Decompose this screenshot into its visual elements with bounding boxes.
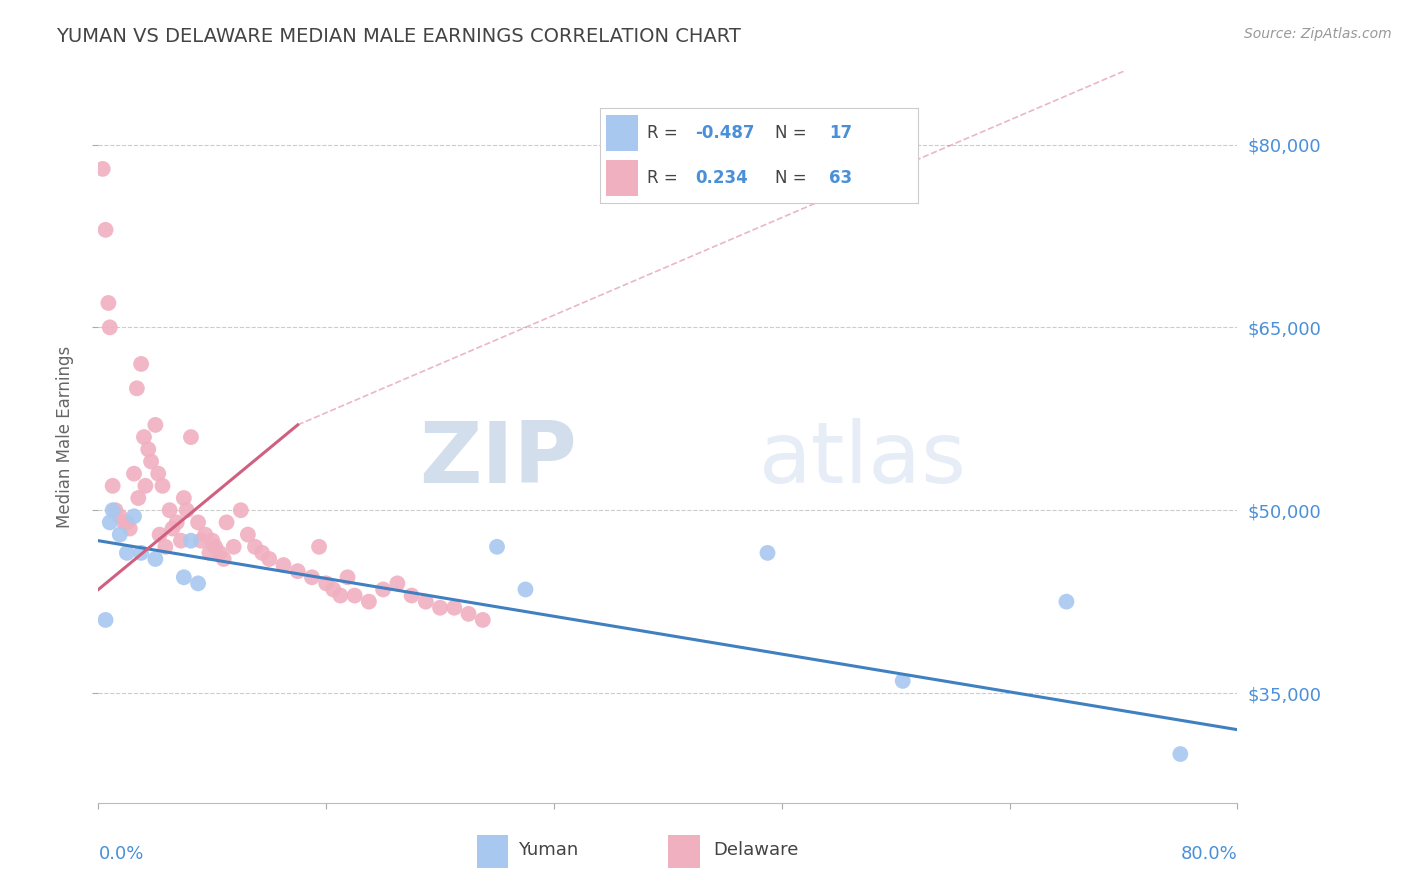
Text: 0.0%: 0.0% (98, 846, 143, 863)
Point (336, 570, 359, 584)
Point (204, 540, 226, 554)
Point (322, 582, 344, 597)
Point (180, 533, 202, 548)
Point (273, 558, 295, 573)
Point (129, 546, 152, 560)
Point (429, 600, 451, 615)
Text: atlas: atlas (759, 417, 967, 500)
Point (94, 613, 117, 627)
Point (187, 576, 209, 591)
Point (357, 595, 380, 609)
Point (139, 454, 162, 468)
Point (162, 521, 184, 535)
Point (236, 527, 259, 541)
Point (125, 381, 148, 395)
Point (108, 527, 131, 541)
Point (308, 540, 330, 554)
Point (149, 527, 172, 541)
Text: Source: ZipAtlas.com: Source: ZipAtlas.com (1244, 27, 1392, 41)
Point (108, 509, 131, 524)
Point (115, 546, 138, 560)
Point (415, 595, 437, 609)
Point (373, 582, 395, 597)
Point (343, 589, 366, 603)
Point (329, 589, 352, 603)
Point (301, 570, 323, 584)
Text: 80.0%: 80.0% (1181, 846, 1237, 863)
Point (173, 570, 195, 584)
Point (145, 552, 167, 566)
Point (134, 479, 156, 493)
Point (148, 467, 170, 481)
Point (187, 516, 209, 530)
Y-axis label: Median Male Earnings: Median Male Earnings (56, 346, 75, 528)
Point (166, 516, 188, 530)
Point (94, 223, 117, 237)
Text: YUMAN VS DELAWARE MEDIAN MALE EARNINGS CORRELATION CHART: YUMAN VS DELAWARE MEDIAN MALE EARNINGS C… (56, 27, 741, 45)
Point (115, 516, 138, 530)
Point (401, 589, 423, 603)
Point (486, 540, 509, 554)
Point (97, 296, 120, 310)
Point (118, 521, 141, 535)
Point (101, 479, 124, 493)
Point (471, 613, 494, 627)
Point (387, 576, 409, 591)
Point (136, 442, 159, 457)
Point (152, 479, 174, 493)
Point (443, 600, 465, 615)
Point (315, 576, 337, 591)
Point (159, 503, 181, 517)
Point (201, 533, 224, 548)
Point (756, 546, 779, 560)
Point (1056, 595, 1078, 609)
Point (122, 509, 145, 524)
Point (98, 320, 121, 334)
Point (155, 540, 177, 554)
Point (243, 540, 266, 554)
Point (127, 491, 149, 505)
Point (190, 533, 212, 548)
Point (891, 673, 914, 688)
Point (91, 161, 114, 176)
Point (104, 503, 127, 517)
Point (222, 540, 245, 554)
Point (215, 516, 238, 530)
Point (198, 546, 221, 560)
Point (132, 430, 155, 444)
Point (176, 503, 198, 517)
Point (515, 582, 537, 597)
Point (259, 552, 281, 566)
Text: ZIP: ZIP (419, 417, 576, 500)
Point (212, 552, 235, 566)
Point (145, 417, 167, 432)
Point (287, 564, 309, 578)
Point (229, 503, 252, 517)
Point (457, 607, 479, 621)
Point (194, 527, 217, 541)
Point (122, 467, 145, 481)
Point (1170, 747, 1192, 761)
Point (170, 533, 193, 548)
Point (98, 516, 121, 530)
Point (250, 546, 273, 560)
Point (173, 491, 195, 505)
Point (180, 430, 202, 444)
Point (101, 503, 124, 517)
Point (129, 357, 152, 371)
Point (112, 516, 135, 530)
Point (208, 546, 231, 560)
